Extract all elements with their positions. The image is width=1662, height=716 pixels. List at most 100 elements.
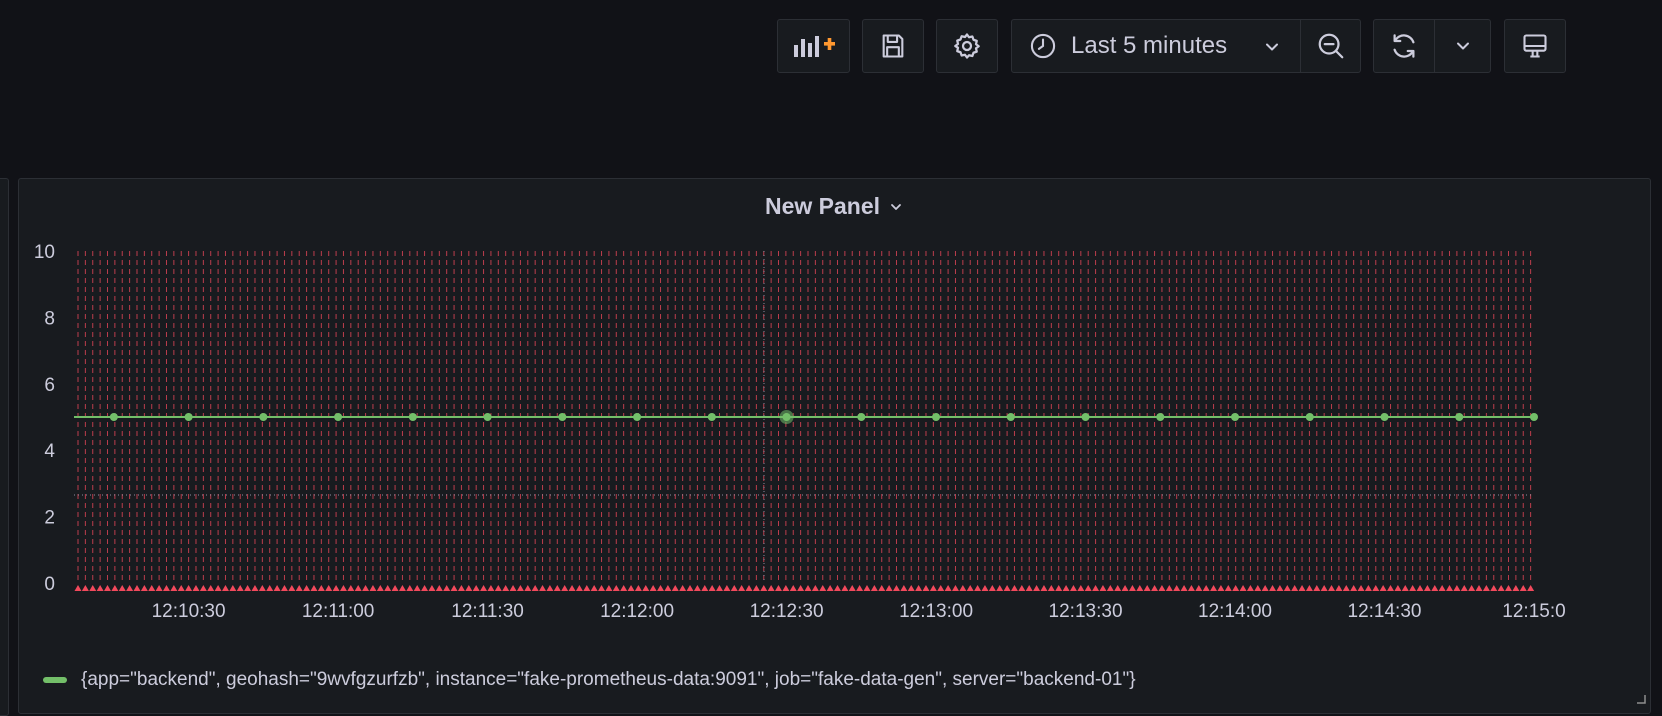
annotation-marker xyxy=(1490,585,1498,591)
annotation-marker xyxy=(1446,585,1454,591)
annotation-marker xyxy=(103,585,111,591)
annotation-marker xyxy=(1342,585,1350,591)
annotation-marker xyxy=(870,585,878,591)
annotation-marker xyxy=(1018,585,1026,591)
annotation-marker xyxy=(1379,585,1387,591)
annotation-marker xyxy=(435,585,443,591)
annotation-marker xyxy=(1151,585,1159,591)
annotation-marker xyxy=(826,585,834,591)
time-range-label: Last 5 minutes xyxy=(1071,32,1228,59)
x-tick-label: 12:11:00 xyxy=(302,601,375,622)
y-tick-label: 8 xyxy=(44,308,55,329)
data-point xyxy=(109,413,118,421)
y-tick-label: 0 xyxy=(44,574,55,595)
annotation-marker xyxy=(1335,585,1343,591)
annotation-marker xyxy=(848,585,856,591)
x-tick-label: 12:12:00 xyxy=(600,601,674,622)
refresh-icon xyxy=(1389,31,1419,61)
annotation-marker xyxy=(583,585,591,591)
annotation-marker xyxy=(1269,585,1277,591)
annotation-marker xyxy=(1276,585,1284,591)
data-point xyxy=(1380,413,1389,421)
annotation-marker xyxy=(561,585,569,591)
annotation-marker xyxy=(819,585,827,591)
annotation-markers xyxy=(74,251,1535,591)
dashboard-settings-button[interactable] xyxy=(936,19,998,73)
refresh-button[interactable] xyxy=(1374,20,1434,72)
annotation-marker xyxy=(693,585,701,591)
annotation-marker xyxy=(317,585,325,591)
annotation-marker xyxy=(833,585,841,591)
annotation-marker xyxy=(126,585,134,591)
annotation-marker xyxy=(1246,585,1254,591)
data-point xyxy=(408,413,417,421)
x-tick-label: 12:13:00 xyxy=(899,601,973,622)
time-range-picker[interactable]: Last 5 minutes xyxy=(1011,19,1361,73)
annotation-marker xyxy=(1313,585,1321,591)
data-point xyxy=(1305,413,1314,421)
annotation-marker xyxy=(450,585,458,591)
annotation-marker xyxy=(214,585,222,591)
annotation-marker xyxy=(74,585,82,591)
data-point xyxy=(857,413,866,421)
save-icon xyxy=(879,32,907,60)
resize-handle-icon[interactable] xyxy=(1636,691,1646,709)
annotation-marker xyxy=(480,585,488,591)
annotation-marker xyxy=(1210,585,1218,591)
annotation-marker xyxy=(332,585,340,591)
annotation-marker xyxy=(1468,585,1476,591)
annotation-marker xyxy=(1121,585,1129,591)
annotation-marker xyxy=(1350,585,1358,591)
annotation-marker xyxy=(1217,585,1225,591)
data-point xyxy=(334,413,343,421)
legend-label: {app="backend", geohash="9wvfgzurfzb", i… xyxy=(81,669,1136,690)
chevron-down-icon xyxy=(1453,36,1473,56)
annotation-marker xyxy=(642,585,650,591)
legend-item[interactable]: {app="backend", geohash="9wvfgzurfzb", i… xyxy=(43,665,1136,695)
annotation-marker xyxy=(288,585,296,591)
annotation-marker xyxy=(170,585,178,591)
annotation-marker xyxy=(96,585,104,591)
annotation-marker xyxy=(199,585,207,591)
refresh-interval-dropdown[interactable] xyxy=(1435,20,1491,72)
add-panel-button[interactable] xyxy=(777,19,850,73)
annotation-marker xyxy=(1387,585,1395,591)
annotation-marker xyxy=(89,585,97,591)
tv-mode-button[interactable] xyxy=(1504,19,1566,73)
annotation-marker xyxy=(1025,585,1033,591)
annotation-marker xyxy=(1055,585,1063,591)
annotation-marker xyxy=(1114,585,1122,591)
annotation-marker xyxy=(937,585,945,591)
save-dashboard-button[interactable] xyxy=(862,19,924,73)
refresh-group xyxy=(1373,19,1491,73)
annotation-marker xyxy=(775,585,783,591)
annotation-marker xyxy=(804,585,812,591)
zoom-out-button[interactable] xyxy=(1301,20,1361,72)
annotation-marker xyxy=(553,585,561,591)
annotation-marker xyxy=(1158,585,1166,591)
annotation-marker xyxy=(1453,585,1461,591)
annotation-marker xyxy=(892,585,900,591)
annotation-marker xyxy=(959,585,967,591)
data-point xyxy=(184,413,193,421)
annotation-marker xyxy=(708,585,716,591)
annotation-marker xyxy=(878,585,886,591)
annotation-marker xyxy=(133,585,141,591)
annotation-marker xyxy=(244,585,252,591)
y-tick-label: 6 xyxy=(44,375,55,396)
annotation-marker xyxy=(951,585,959,591)
annotation-marker xyxy=(1519,585,1527,591)
x-tick-label: 12:12:30 xyxy=(750,601,824,622)
x-tick-label: 12:15:0 xyxy=(1502,601,1565,622)
annotation-marker xyxy=(1291,585,1299,591)
data-point xyxy=(558,413,567,421)
annotation-marker xyxy=(229,585,237,591)
annotation-marker xyxy=(797,585,805,591)
annotation-marker xyxy=(671,585,679,591)
annotation-marker xyxy=(575,585,583,591)
panel-title-menu[interactable]: New Panel xyxy=(19,193,1650,221)
data-point xyxy=(707,413,716,421)
annotation-marker xyxy=(207,585,215,591)
annotation-marker xyxy=(258,585,266,591)
x-tick-label: 12:13:30 xyxy=(1049,601,1123,622)
